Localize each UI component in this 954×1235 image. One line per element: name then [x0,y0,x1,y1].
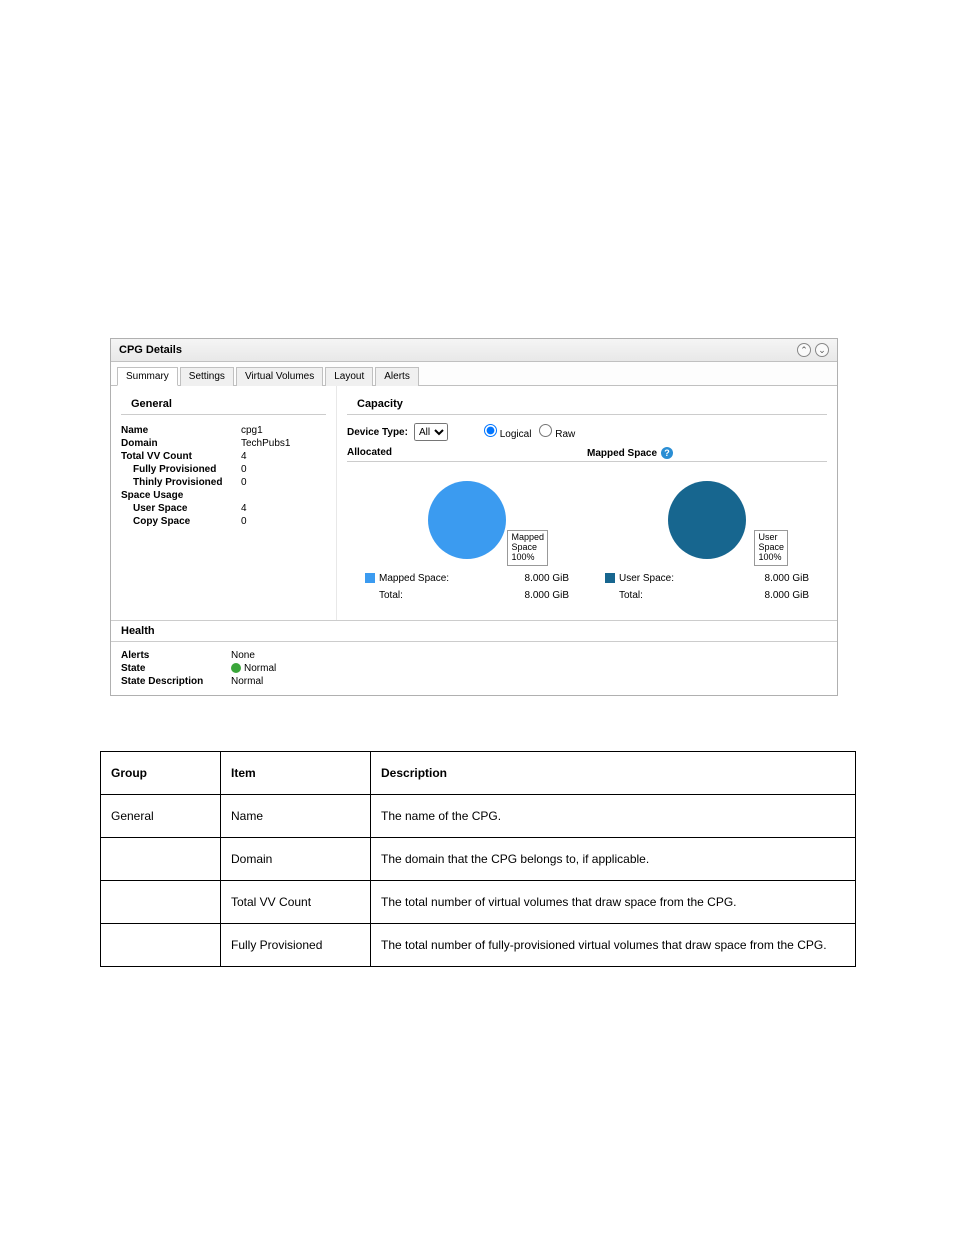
health-section: AlertsNone StateNormal State Description… [111,642,837,695]
allocated-pie [428,481,506,559]
expand-icon[interactable]: ⌄ [815,343,829,357]
table-cell [101,881,221,924]
allocated-header: Allocated [347,447,587,462]
window-title: CPG Details [119,344,793,356]
copy-space-value: 0 [241,516,247,527]
col-item: Item [221,752,371,795]
allocated-chart: Mapped Space 100% Mapped Space: 8.000 GiB… [347,462,587,612]
device-type-label: Device Type: [347,427,408,438]
table-header-row: Group Item Description [101,752,856,795]
fully-prov-label: Fully Provisioned [121,464,241,475]
mapped-legend-label: User Space: [619,573,674,584]
state-desc-label: State Description [121,676,231,687]
user-space-label: User Space [121,503,241,514]
mapped-pie [668,481,746,559]
state-value: Normal [231,663,276,674]
state-desc-value: Normal [231,676,263,687]
mapped-total-label: Total: [605,590,643,601]
col-desc: Description [371,752,856,795]
thinly-prov-value: 0 [241,477,247,488]
table-cell: The total number of fully-provisioned vi… [371,924,856,967]
tab-layout[interactable]: Layout [325,367,373,386]
fully-prov-value: 0 [241,464,247,475]
table-cell [101,838,221,881]
table-row: Fully ProvisionedThe total number of ful… [101,924,856,967]
user-space-value: 4 [241,503,247,514]
description-table: Group Item Description GeneralNameThe na… [100,751,856,967]
mapped-swatch [605,573,615,583]
mapped-chart: User Space 100% User Space: 8.000 GiB Tot… [587,462,827,612]
alerts-label: Alerts [121,650,231,661]
tab-alerts[interactable]: Alerts [375,367,419,386]
allocated-total-label: Total: [365,590,403,601]
state-label: State [121,663,231,674]
capacity-section: Capacity Device Type: All Logical Raw Al… [336,386,837,620]
radio-logical[interactable]: Logical [484,424,531,440]
total-vv-label: Total VV Count [121,451,241,462]
tab-summary[interactable]: Summary [117,367,178,386]
table-cell: Name [221,795,371,838]
device-type-row: Device Type: All Logical Raw [347,423,827,441]
general-section: General Namecpg1 DomainTechPubs1 Total V… [111,386,336,620]
table-cell [101,924,221,967]
table-row: GeneralNameThe name of the CPG. [101,795,856,838]
help-icon[interactable]: ? [661,447,673,459]
allocated-legend-label: Mapped Space: [379,573,449,584]
mapped-legend-value: 8.000 GiB [765,573,809,584]
table-cell: The domain that the CPG belongs to, if a… [371,838,856,881]
mapped-total-value: 8.000 GiB [765,590,809,601]
domain-value: TechPubs1 [241,438,290,449]
mapped-header: Mapped Space ? [587,447,827,462]
domain-label: Domain [121,438,241,449]
allocated-callout: Mapped Space 100% [507,530,548,566]
tab-settings[interactable]: Settings [180,367,234,386]
summary-panel: General Namecpg1 DomainTechPubs1 Total V… [111,386,837,695]
tab-bar: Summary Settings Virtual Volumes Layout … [111,362,837,386]
table-row: DomainThe domain that the CPG belongs to… [101,838,856,881]
table-row: Total VV CountThe total number of virtua… [101,881,856,924]
table-cell: Domain [221,838,371,881]
general-header: General [121,394,326,415]
name-label: Name [121,425,241,436]
capacity-header: Capacity [347,394,827,415]
copy-space-label: Copy Space [121,516,241,527]
allocated-total-value: 8.000 GiB [525,590,569,601]
radio-raw[interactable]: Raw [539,424,575,440]
state-dot-icon [231,663,241,673]
allocated-legend-value: 8.000 GiB [525,573,569,584]
alerts-value: None [231,650,255,661]
space-usage-label: Space Usage [121,490,241,501]
col-group: Group [101,752,221,795]
thinly-prov-label: Thinly Provisioned [121,477,241,488]
name-value: cpg1 [241,425,263,436]
device-type-select[interactable]: All [414,423,448,441]
total-vv-value: 4 [241,451,247,462]
table-cell: Fully Provisioned [221,924,371,967]
table-cell: The name of the CPG. [371,795,856,838]
mapped-callout: User Space 100% [754,530,788,566]
titlebar: CPG Details ⌃ ⌄ [111,339,837,362]
table-cell: General [101,795,221,838]
table-cell: Total VV Count [221,881,371,924]
collapse-icon[interactable]: ⌃ [797,343,811,357]
cpg-details-window: CPG Details ⌃ ⌄ Summary Settings Virtual… [110,338,838,696]
allocated-swatch [365,573,375,583]
tab-virtual-volumes[interactable]: Virtual Volumes [236,367,323,386]
table-cell: The total number of virtual volumes that… [371,881,856,924]
health-header: Health [111,620,837,642]
